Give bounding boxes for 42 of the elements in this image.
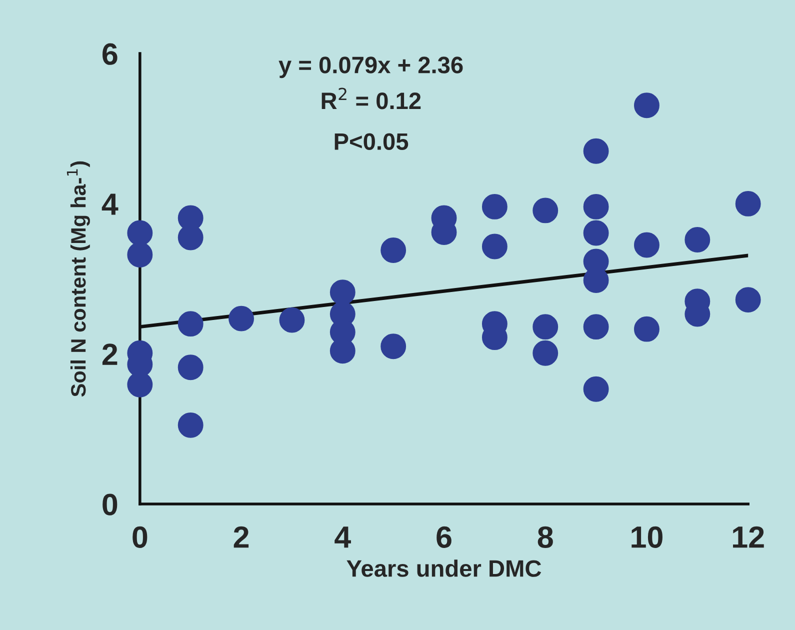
annotation: R$^{2}$ = 0.12 bbox=[322, 88, 421, 110]
point bbox=[583, 376, 609, 402]
point bbox=[178, 311, 204, 337]
y-tick-label: 4 bbox=[102, 194, 118, 215]
point bbox=[127, 220, 153, 246]
x-tick-label: 10 bbox=[632, 526, 662, 548]
point bbox=[127, 242, 153, 268]
point bbox=[532, 314, 558, 340]
x-tick-label: 8 bbox=[538, 526, 553, 548]
x-axis-title: Years under DMC bbox=[346, 560, 542, 577]
point bbox=[634, 316, 660, 342]
annotation: y = 0.079x + 2.36 bbox=[278, 56, 463, 78]
point bbox=[330, 280, 356, 306]
point bbox=[532, 340, 558, 366]
point bbox=[178, 354, 204, 380]
x-tick-label: 12 bbox=[733, 526, 764, 548]
x-tick-label: 2 bbox=[234, 526, 249, 548]
point bbox=[482, 194, 508, 220]
point bbox=[735, 287, 761, 313]
x-tick-label: 4 bbox=[334, 526, 351, 548]
point bbox=[380, 238, 406, 263]
point bbox=[178, 412, 204, 438]
y-tick-label: 0 bbox=[102, 494, 118, 516]
point bbox=[634, 232, 660, 258]
annotation: P<0.05 bbox=[334, 133, 408, 150]
point bbox=[482, 234, 508, 260]
y-axis-title: Soil N content (Mg ha-$^{1}$) bbox=[66, 161, 90, 397]
point bbox=[583, 220, 609, 246]
point bbox=[735, 190, 761, 216]
y-tick-label: 6 bbox=[102, 43, 118, 65]
point bbox=[380, 334, 406, 360]
point bbox=[279, 307, 305, 333]
point bbox=[583, 138, 609, 164]
y-tick-label: 2 bbox=[102, 344, 118, 365]
point bbox=[583, 314, 609, 340]
point bbox=[684, 227, 710, 252]
point bbox=[634, 92, 660, 118]
point bbox=[583, 194, 609, 220]
x-tick-label: 0 bbox=[132, 526, 148, 548]
point bbox=[228, 306, 254, 332]
point bbox=[532, 198, 558, 224]
x-tick-label: 6 bbox=[436, 526, 452, 548]
